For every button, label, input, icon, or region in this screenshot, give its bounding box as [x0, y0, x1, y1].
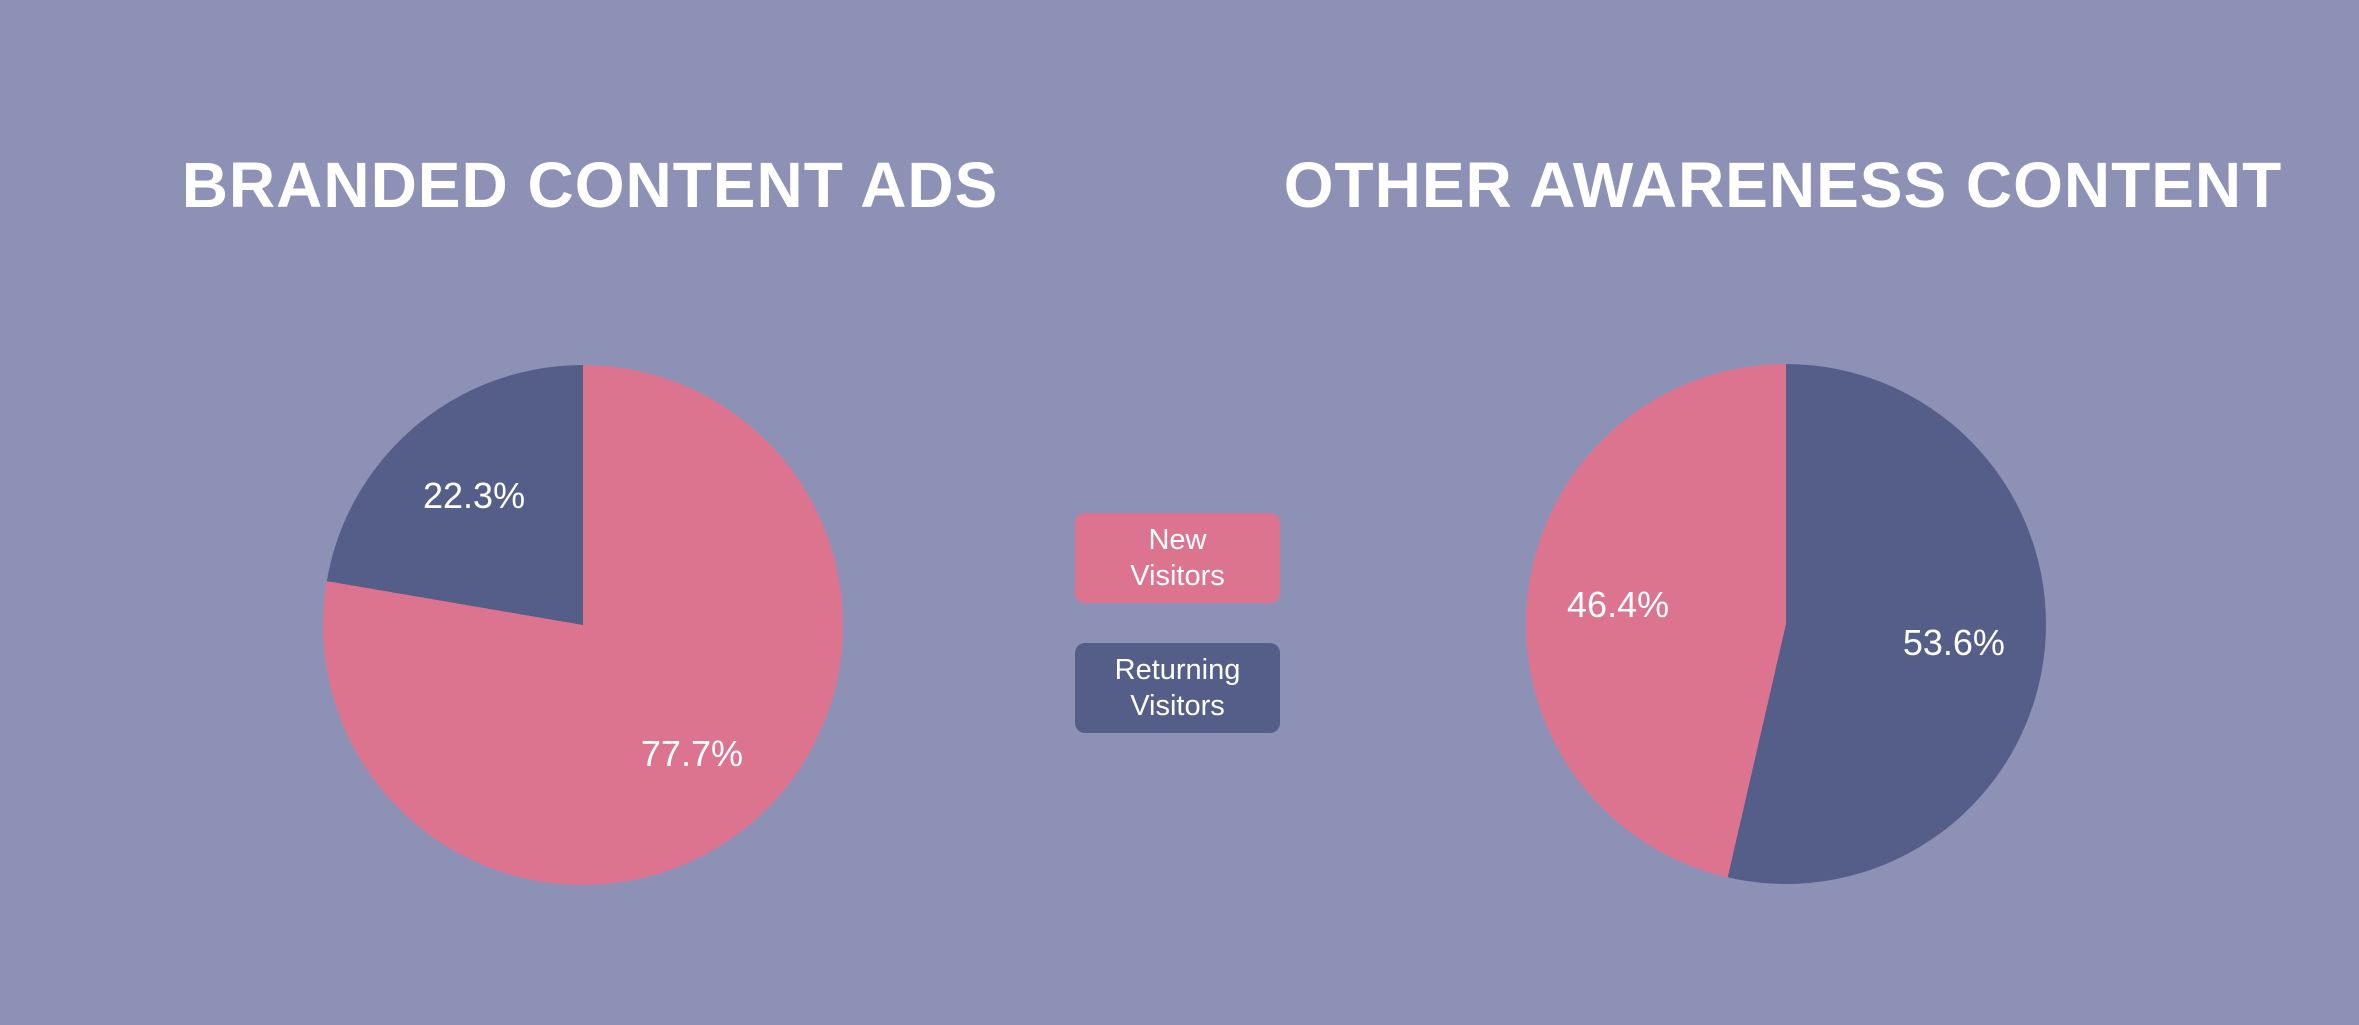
legend-label-line: Returning [1114, 654, 1241, 686]
slice-label-returning-visitors: 22.3% [423, 474, 526, 516]
slice-label-new-visitors: 77.7% [640, 733, 743, 775]
slice-label-new-visitors: 46.4% [1567, 583, 1670, 625]
legend-item-new-visitors: New Visitors [1075, 513, 1280, 603]
legend-item-returning-visitors: Returning Visitors [1075, 643, 1280, 733]
legend: New Visitors Returning Visitors [1075, 513, 1280, 733]
slice-label-returning-visitors: 53.6% [1902, 622, 2005, 664]
pie-chart-other-awareness-content: 53.6% 46.4% [1526, 364, 2046, 884]
pie-chart-branded-content-ads: 77.7% 22.3% [323, 365, 843, 885]
legend-label-line: Visitors [1130, 560, 1225, 592]
chart-title-branded-content-ads: BRANDED CONTENT ADS [181, 149, 999, 221]
legend-label-line: Visitors [1130, 690, 1225, 722]
legend-label-line: New [1148, 524, 1207, 556]
chart-title-other-awareness-content: OTHER AWARENESS CONTENT [1283, 149, 2283, 221]
